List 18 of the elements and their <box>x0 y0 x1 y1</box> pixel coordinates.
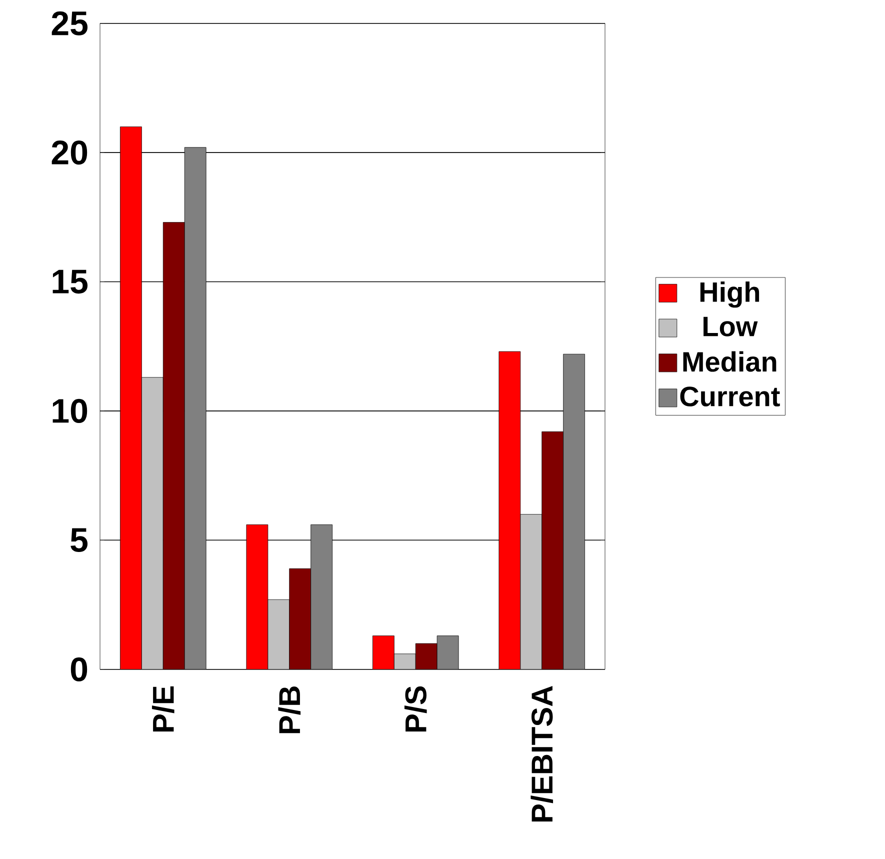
legend-label: Low <box>704 316 758 336</box>
y-tick-label: 10 <box>52 398 88 423</box>
y-tick-label: 0 <box>70 657 88 682</box>
legend-label: High <box>700 281 760 308</box>
y-tick-label: 20 <box>52 140 88 164</box>
legend-label: Current <box>680 386 780 406</box>
bar <box>520 514 542 670</box>
bar <box>394 653 416 670</box>
y-tick-label: 25 <box>52 11 88 36</box>
y-tick-label: 15 <box>52 270 88 294</box>
bar <box>141 377 164 670</box>
x-tick-label: P/B <box>278 686 301 733</box>
x-tick-label: P/EBITSA <box>530 686 554 822</box>
bar <box>268 599 290 670</box>
x-tick-label: P/E <box>152 686 174 732</box>
x-tick-label: P/S <box>404 686 427 732</box>
legend-label: Median <box>683 351 776 372</box>
y-tick-label: 5 <box>70 528 88 552</box>
